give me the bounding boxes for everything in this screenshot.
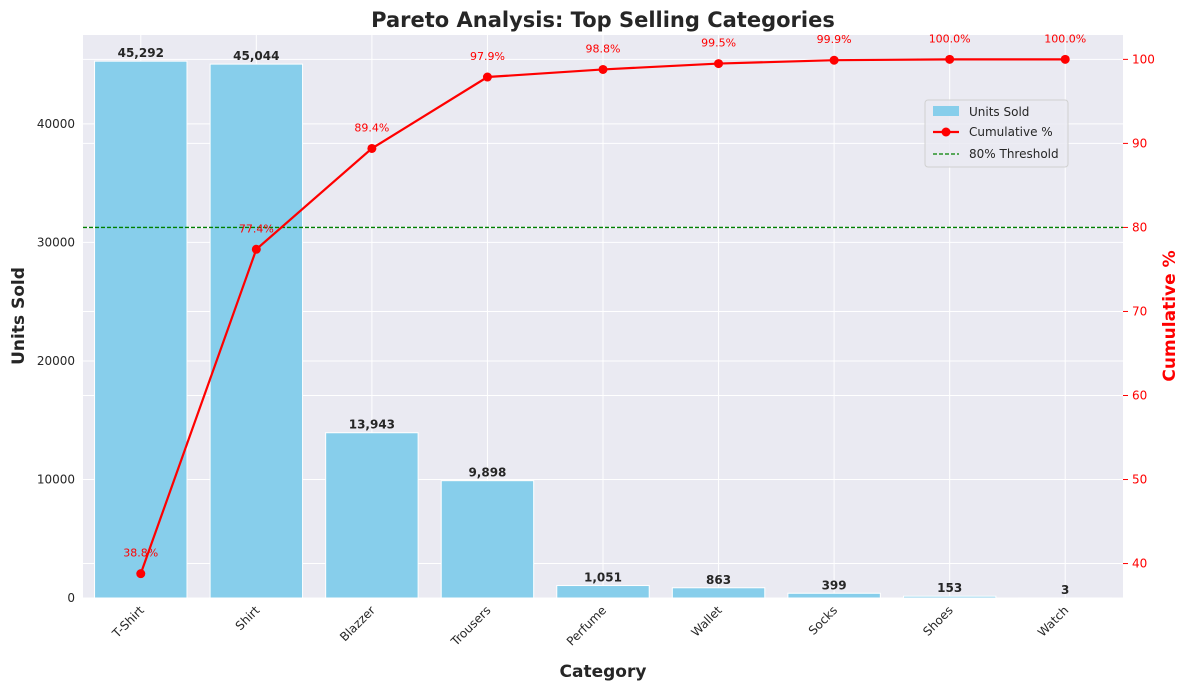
y-axis-label: Units Sold <box>9 267 29 365</box>
cumulative-point <box>367 143 377 153</box>
legend-swatch-bar <box>933 106 959 116</box>
bar <box>440 480 535 599</box>
bar-value-label: 13,943 <box>349 418 395 432</box>
cumulative-point <box>829 55 839 65</box>
x-tick-label: Shoes <box>920 603 955 638</box>
bar <box>1018 597 1112 599</box>
cumulative-value-label: 89.4% <box>354 121 389 134</box>
cumulative-value-label: 100.0% <box>1044 32 1086 45</box>
y-tick-label: 30000 <box>37 235 75 249</box>
y-tick-label: 20000 <box>37 354 75 368</box>
cumulative-value-label: 99.5% <box>701 37 736 50</box>
x-tick-label: Socks <box>806 603 840 637</box>
y-tick-label: 0 <box>67 591 75 605</box>
y-tick-label: 40000 <box>37 117 75 131</box>
legend: Units Sold Cumulative % 80% Threshold <box>924 99 1069 168</box>
legend-box <box>924 99 1069 168</box>
y2-tick-label: 80 <box>1132 220 1147 234</box>
y2-tick-label: 50 <box>1132 473 1147 487</box>
y2-tick-label: 90 <box>1132 136 1147 150</box>
x-tick-label: Trousers <box>448 603 494 649</box>
x-tick-label: T-Shirt <box>109 603 147 641</box>
bar-value-label: 863 <box>706 573 731 587</box>
x-tick-label: Blazzer <box>337 603 378 644</box>
chart-title: Pareto Analysis: Top Selling Categories <box>371 8 835 32</box>
legend-label-threshold: 80% Threshold <box>969 147 1059 161</box>
cumulative-point <box>136 569 146 579</box>
cumulative-point <box>482 72 492 82</box>
bar-value-label: 399 <box>822 578 847 592</box>
bar <box>671 587 766 599</box>
cumulative-value-label: 98.8% <box>586 42 621 55</box>
y2-tick-label: 40 <box>1132 557 1147 571</box>
x-tick-label: Perfume <box>564 603 609 648</box>
cumulative-value-label: 100.0% <box>929 32 971 45</box>
x-axis-label: Category <box>560 662 647 682</box>
bar <box>325 432 419 599</box>
bar-value-label: 9,898 <box>468 466 506 480</box>
cumulative-point <box>251 244 261 254</box>
cumulative-point <box>714 59 724 69</box>
bar-value-label: 45,292 <box>118 46 164 60</box>
cumulative-value-label: 99.9% <box>817 33 852 46</box>
bar-value-label: 45,044 <box>233 49 279 63</box>
x-tick-label: Watch <box>1035 603 1071 639</box>
x-tick-label: Wallet <box>688 603 724 639</box>
y2-tick-label: 100 <box>1132 52 1155 66</box>
bar <box>556 585 650 599</box>
cumulative-point <box>945 54 955 64</box>
y-tick-label: 10000 <box>37 472 75 486</box>
cumulative-value-label: 97.9% <box>470 50 505 63</box>
bar <box>787 592 881 599</box>
cumulative-value-label: 77.4% <box>239 222 274 235</box>
bar-value-label: 3 <box>1061 583 1069 597</box>
legend-label-line: Cumulative % <box>969 125 1053 139</box>
cumulative-point <box>598 64 608 74</box>
y2-axis-label: Cumulative % <box>1160 250 1180 381</box>
legend-label-bars: Units Sold <box>969 105 1029 119</box>
legend-swatch-marker <box>941 127 951 137</box>
cumulative-value-label: 38.8% <box>123 547 158 560</box>
cumulative-point <box>1060 54 1070 64</box>
y2-tick-label: 60 <box>1132 388 1147 402</box>
bar <box>902 595 997 599</box>
bar <box>94 60 188 599</box>
bar <box>209 63 304 599</box>
x-tick-label: Shirt <box>233 603 263 633</box>
bar-value-label: 153 <box>937 581 962 595</box>
bar-value-label: 1,051 <box>584 571 622 585</box>
y2-tick-label: 70 <box>1132 304 1147 318</box>
